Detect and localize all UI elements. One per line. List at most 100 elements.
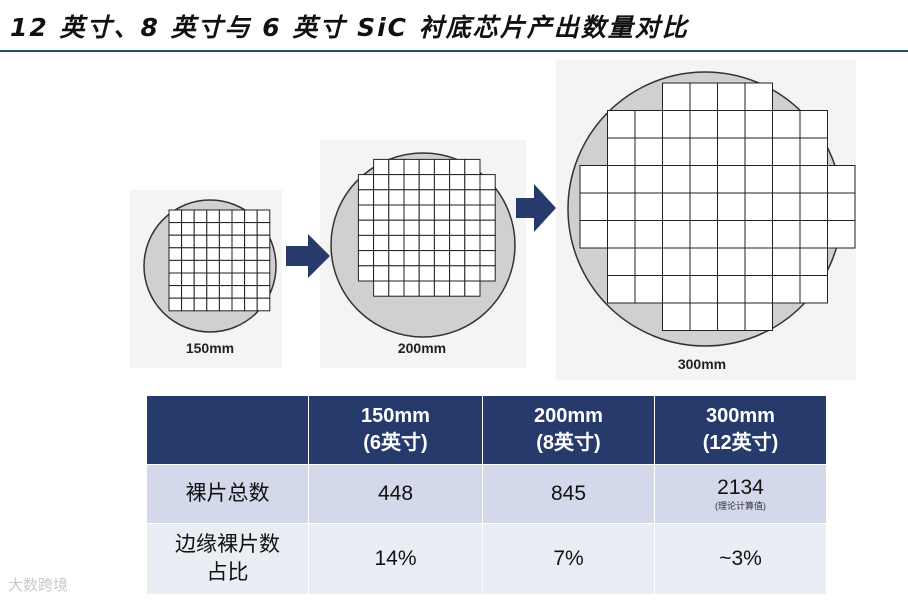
die-cell xyxy=(206,222,220,236)
die-cell xyxy=(244,259,258,274)
die-cell xyxy=(244,285,258,299)
die-cell xyxy=(168,209,183,224)
die-cell xyxy=(634,247,663,276)
row-label-text: 裸片总数 xyxy=(185,482,270,505)
die-cell xyxy=(206,209,220,224)
wafer-label-150: 150mm xyxy=(185,340,235,356)
die-cell xyxy=(418,265,435,282)
die-cell xyxy=(168,222,183,236)
die-cell xyxy=(744,137,773,166)
die-cell xyxy=(373,189,390,206)
die-cell xyxy=(634,137,663,166)
die-cell xyxy=(403,158,420,176)
die-cell xyxy=(433,250,451,267)
die-cell xyxy=(231,222,246,236)
die-cell xyxy=(181,259,195,274)
die-cell xyxy=(388,280,405,297)
die-cell xyxy=(717,192,746,221)
die-cell xyxy=(634,110,663,139)
die-cell xyxy=(479,250,496,267)
die-cell xyxy=(418,174,435,191)
die-cell xyxy=(206,259,220,274)
die-cell xyxy=(357,250,375,267)
die-cell xyxy=(418,189,435,206)
die-cell xyxy=(388,158,405,176)
die-cell xyxy=(168,259,183,274)
die-cell xyxy=(449,189,466,206)
die-cell xyxy=(464,158,481,176)
die-cell xyxy=(479,189,496,206)
die-cell xyxy=(464,204,481,221)
die-cell xyxy=(579,165,608,194)
die-cell xyxy=(464,189,481,206)
die-cell xyxy=(193,297,208,312)
die-cell xyxy=(256,297,271,312)
header-200-size: 200mm xyxy=(534,405,603,427)
die-cell xyxy=(634,165,663,194)
cell-200-edge: 7% xyxy=(482,523,655,595)
die-cell xyxy=(373,280,390,297)
die-cell xyxy=(449,174,466,191)
die-cell xyxy=(717,220,746,249)
die-cell xyxy=(772,247,801,276)
die-cell xyxy=(799,165,828,194)
cell-200-total: 845 xyxy=(482,464,655,524)
die-cell xyxy=(799,247,828,276)
die-cell xyxy=(433,189,451,206)
die-cell xyxy=(218,222,233,236)
die-cell xyxy=(403,204,420,221)
table-row: 裸片总数 448 845 2134 (理论计算值) xyxy=(146,464,827,524)
die-cell xyxy=(744,165,773,194)
cell-300-total-note: (理论计算值) xyxy=(715,501,766,511)
die-cell xyxy=(418,204,435,221)
die-cell xyxy=(464,250,481,267)
die-cell xyxy=(744,220,773,249)
die-cell xyxy=(218,297,233,312)
die-cell xyxy=(662,220,691,249)
die-cell xyxy=(388,219,405,236)
die-cell xyxy=(449,204,466,221)
die-cell xyxy=(373,174,390,191)
die-cell xyxy=(244,247,258,261)
watermark: 大数跨境 xyxy=(8,576,69,594)
die-cell xyxy=(717,247,746,276)
die-cell xyxy=(218,209,233,224)
die-cell xyxy=(181,297,195,312)
die-cell xyxy=(464,265,481,282)
die-cell xyxy=(388,174,405,191)
die-cell xyxy=(799,192,828,221)
table-row: 边缘裸片数 占比 14% 7% ~3% xyxy=(146,523,827,595)
wafer-150mm xyxy=(143,199,277,333)
die-cell xyxy=(662,165,691,194)
die-cell xyxy=(772,165,801,194)
cell-150-total: 448 xyxy=(308,464,483,524)
wafer-comparison-diagram xyxy=(130,60,856,380)
die-cell xyxy=(388,204,405,221)
die-cell xyxy=(433,219,451,236)
die-cell xyxy=(403,174,420,191)
die-cell xyxy=(193,222,208,236)
die-cell xyxy=(449,280,466,297)
title-divider xyxy=(0,50,908,52)
die-cell xyxy=(206,297,220,312)
die-cell xyxy=(256,222,271,236)
die-cell xyxy=(464,174,481,191)
die-cell xyxy=(662,302,691,331)
die-cell xyxy=(244,222,258,236)
die-cell xyxy=(607,220,636,249)
die-cell xyxy=(206,285,220,299)
die-cell xyxy=(388,265,405,282)
arrow-right-icon xyxy=(286,234,330,278)
die-cell xyxy=(479,204,496,221)
die-cell xyxy=(218,234,233,249)
die-cell xyxy=(231,297,246,312)
die-cell xyxy=(689,220,718,249)
die-cell xyxy=(479,219,496,236)
die-cell xyxy=(433,158,451,176)
die-cell xyxy=(193,234,208,249)
die-cell xyxy=(218,285,233,299)
die-cell xyxy=(181,209,195,224)
die-cell xyxy=(168,285,183,299)
die-cell xyxy=(373,265,390,282)
die-cell xyxy=(449,265,466,282)
